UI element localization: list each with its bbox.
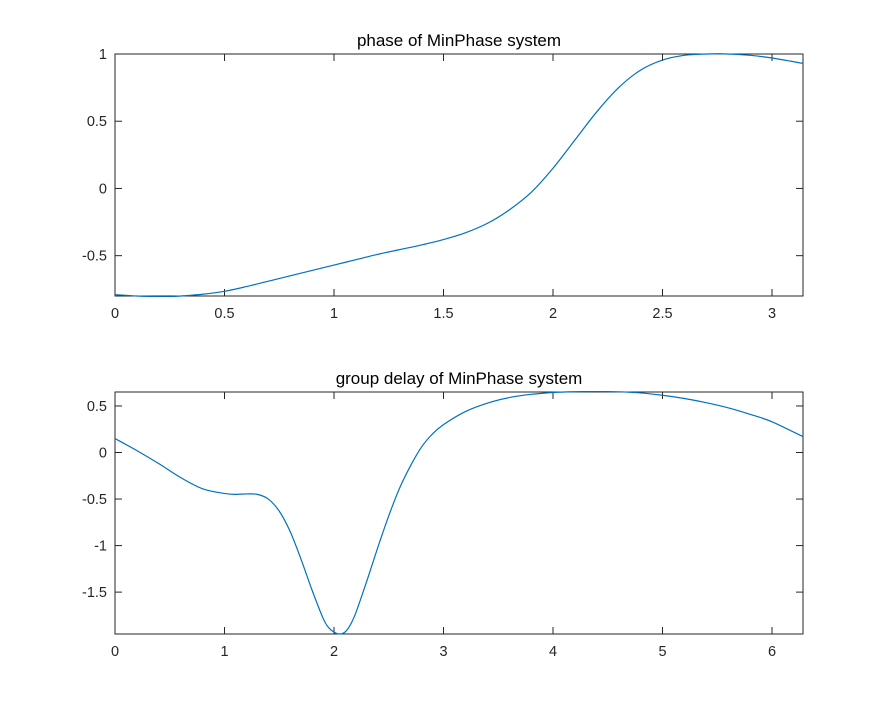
phase-xtick-label-0: 0 (111, 306, 119, 322)
group-delay-ytick-label-0p5: 0.5 (87, 399, 107, 415)
phase-chart-title: phase of MinPhase system (357, 31, 561, 50)
group-delay-series-line-0 (115, 391, 803, 635)
group-delay-ytick-label-neg-0p5: -0.5 (82, 492, 107, 508)
group-delay-xtick-label-0: 0 (111, 644, 119, 660)
phase-xtick-label-3: 3 (768, 306, 776, 322)
phase-plot-area (114, 53, 804, 297)
group-delay-xtick-label-4: 4 (549, 644, 557, 660)
phase-ytick-label-0: 0 (99, 181, 107, 197)
group-delay-xtick-label-3: 3 (439, 644, 447, 660)
phase-ytick-label-neg-0p5: -0.5 (82, 249, 107, 265)
phase-ytick-label-1: 1 (99, 47, 107, 63)
phase-xtick-label-1: 1 (330, 306, 338, 322)
group-delay-xtick-label-1: 1 (220, 644, 228, 660)
phase-axes: phase of MinPhase system 0 0.5 1 1.5 2 2.5 3 -0… (82, 31, 804, 322)
phase-xtick-label-2p5: 2.5 (652, 306, 672, 322)
group-delay-xtick-label-2: 2 (330, 644, 338, 660)
phase-xtick-label-0p5: 0.5 (214, 306, 234, 322)
group-delay-axes: group delay of MinPhase system 0 1 2 3 4 5 6 -1… (82, 369, 804, 660)
group-delay-ytick-label-neg-1p5: -1.5 (82, 585, 107, 601)
group-delay-plot-area (114, 391, 804, 635)
group-delay-xtick-label-6: 6 (768, 644, 776, 660)
group-delay-series (115, 391, 803, 635)
group-delay-xtick-label-5: 5 (658, 644, 666, 660)
phase-ytick-label-0p5: 0.5 (87, 114, 107, 130)
phase-tick-labels: 0 0.5 1 1.5 2 2.5 3 -0.5 0 0.5 1 (82, 47, 776, 322)
group-delay-chart-title: group delay of MinPhase system (336, 369, 583, 388)
phase-series-line-0 (115, 53, 803, 297)
group-delay-ytick-label-neg-1: -1 (94, 539, 107, 555)
phase-xtick-label-2: 2 (549, 306, 557, 322)
group-delay-ytick-label-0: 0 (99, 446, 107, 462)
phase-series (115, 53, 803, 297)
group-delay-tick-labels: 0 1 2 3 4 5 6 -1.5 -1 -0.5 0 0.5 (82, 399, 776, 660)
phase-xtick-label-1p5: 1.5 (433, 306, 453, 322)
